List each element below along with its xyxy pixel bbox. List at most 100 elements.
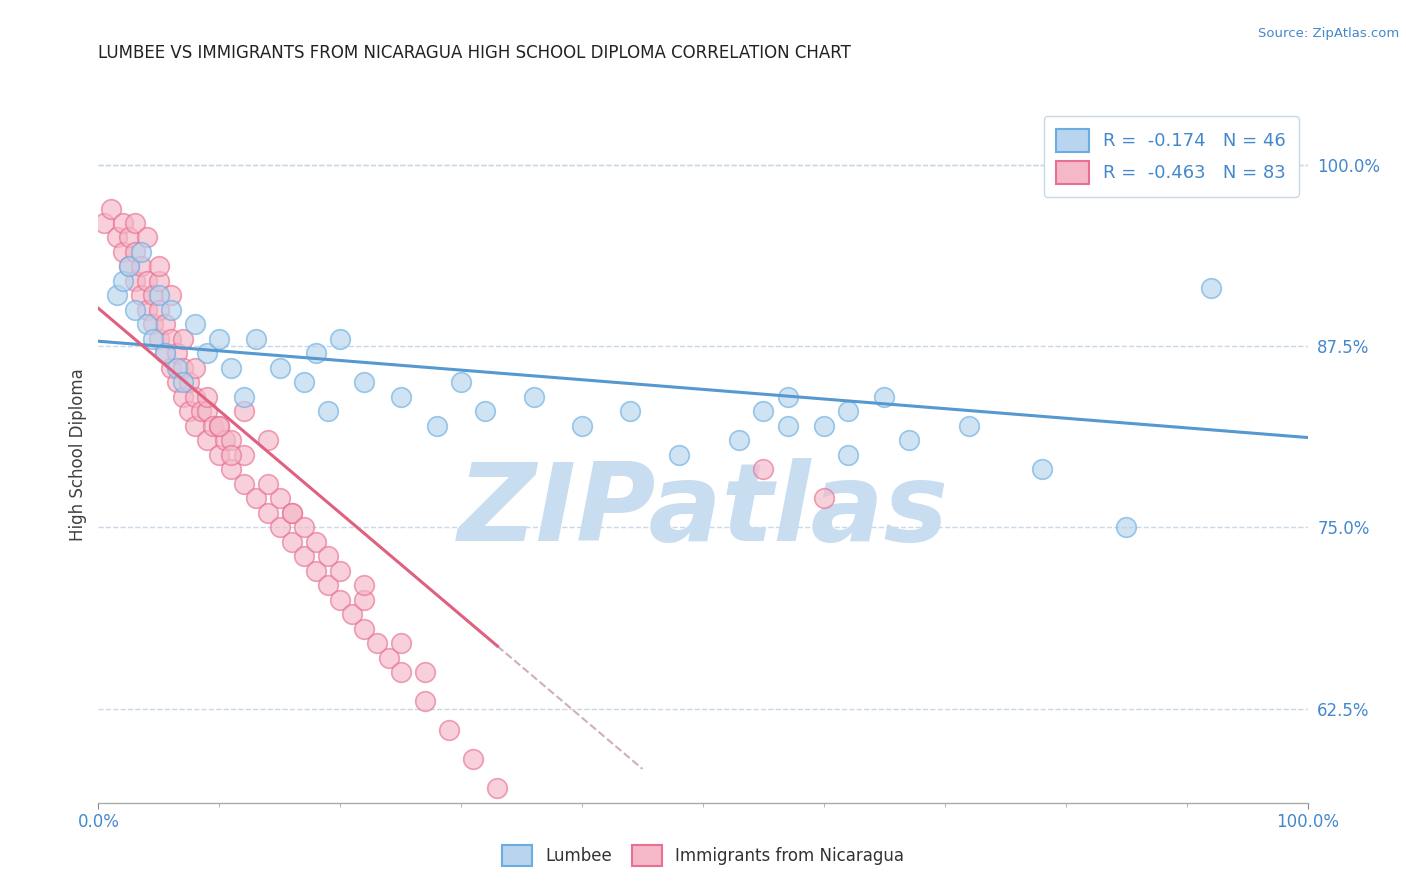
Point	[208, 332, 231, 346]
Point	[305, 534, 328, 549]
Point	[413, 694, 436, 708]
Point	[160, 332, 183, 346]
Point	[1199, 281, 1222, 295]
Point	[148, 274, 170, 288]
Point	[837, 404, 859, 418]
Point	[813, 491, 835, 506]
Point	[619, 404, 641, 418]
Point	[184, 360, 207, 375]
Point	[195, 404, 218, 418]
Point	[366, 636, 388, 650]
Point	[208, 448, 231, 462]
Point	[329, 592, 352, 607]
Point	[93, 216, 115, 230]
Point	[269, 520, 291, 534]
Point	[342, 607, 364, 622]
Point	[160, 360, 183, 375]
Point	[329, 564, 352, 578]
Point	[523, 390, 546, 404]
Point	[153, 346, 176, 360]
Text: Source: ZipAtlas.com: Source: ZipAtlas.com	[1258, 27, 1399, 40]
Point	[776, 390, 799, 404]
Point	[148, 302, 170, 317]
Point	[118, 260, 141, 274]
Point	[728, 434, 751, 448]
Point	[153, 346, 176, 360]
Point	[353, 578, 375, 592]
Point	[100, 202, 122, 216]
Point	[142, 318, 165, 332]
Point	[153, 318, 176, 332]
Point	[329, 332, 352, 346]
Text: ZIPatlas: ZIPatlas	[457, 458, 949, 564]
Point	[377, 650, 399, 665]
Point	[837, 448, 859, 462]
Point	[269, 360, 291, 375]
Point	[292, 520, 315, 534]
Point	[316, 549, 339, 564]
Point	[316, 578, 339, 592]
Legend: Lumbee, Immigrants from Nicaragua: Lumbee, Immigrants from Nicaragua	[494, 837, 912, 874]
Point	[269, 491, 291, 506]
Point	[172, 390, 194, 404]
Point	[1199, 144, 1222, 158]
Point	[281, 534, 304, 549]
Point	[232, 404, 254, 418]
Point	[148, 260, 170, 274]
Point	[232, 476, 254, 491]
Point	[142, 332, 165, 346]
Point	[208, 418, 231, 433]
Point	[305, 346, 328, 360]
Point	[172, 332, 194, 346]
Point	[292, 376, 315, 390]
Point	[129, 244, 152, 259]
Point	[124, 216, 146, 230]
Point	[305, 564, 328, 578]
Point	[166, 346, 188, 360]
Point	[292, 549, 315, 564]
Point	[111, 244, 134, 259]
Point	[105, 230, 128, 244]
Point	[474, 404, 496, 418]
Point	[463, 752, 485, 766]
Point	[124, 244, 146, 259]
Point	[437, 723, 460, 738]
Point	[148, 332, 170, 346]
Point	[873, 390, 896, 404]
Point	[281, 506, 304, 520]
Point	[232, 448, 254, 462]
Point	[124, 302, 146, 317]
Point	[129, 260, 152, 274]
Point	[166, 360, 188, 375]
Point	[426, 418, 449, 433]
Point	[389, 390, 412, 404]
Point	[245, 332, 267, 346]
Point	[316, 404, 339, 418]
Point	[129, 288, 152, 302]
Point	[1031, 462, 1053, 476]
Point	[571, 418, 593, 433]
Point	[142, 288, 165, 302]
Point	[752, 404, 775, 418]
Point	[190, 404, 212, 418]
Point	[776, 418, 799, 433]
Point	[389, 665, 412, 680]
Point	[221, 462, 243, 476]
Point	[353, 592, 375, 607]
Point	[752, 462, 775, 476]
Point	[135, 318, 157, 332]
Point	[105, 288, 128, 302]
Point	[184, 318, 207, 332]
Point	[208, 418, 231, 433]
Point	[179, 376, 201, 390]
Point	[413, 665, 436, 680]
Point	[118, 230, 141, 244]
Point	[179, 404, 201, 418]
Point	[160, 288, 183, 302]
Point	[124, 274, 146, 288]
Point	[256, 434, 278, 448]
Text: LUMBEE VS IMMIGRANTS FROM NICARAGUA HIGH SCHOOL DIPLOMA CORRELATION CHART: LUMBEE VS IMMIGRANTS FROM NICARAGUA HIGH…	[98, 45, 851, 62]
Point	[668, 448, 690, 462]
Point	[221, 434, 243, 448]
Point	[135, 274, 157, 288]
